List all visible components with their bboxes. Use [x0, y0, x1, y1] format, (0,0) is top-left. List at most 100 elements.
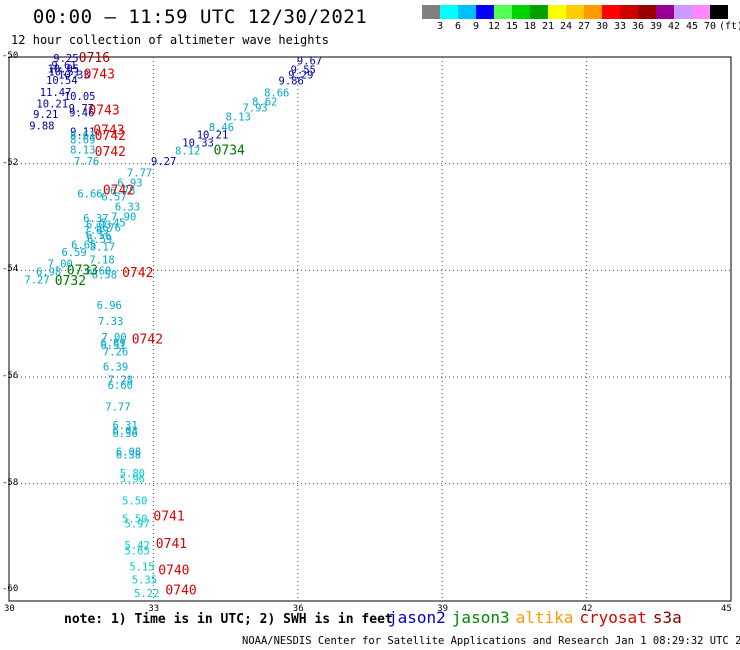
longitude-label: 39 [437, 604, 449, 614]
colorbar-label: 27 [577, 21, 591, 32]
wave-height-value: 6.33 [115, 201, 140, 213]
colorbar-label: 6 [454, 21, 462, 32]
wave-height-value: 8.13 [226, 112, 251, 124]
latitude-label: -56 [2, 371, 19, 381]
wave-height-value: 6.56 [86, 230, 111, 242]
colorbar-swatch [656, 5, 674, 19]
wave-height-value: 8.12 [175, 145, 200, 157]
latitude-label: -54 [2, 264, 19, 275]
observation-time: 0733 [67, 263, 98, 278]
wave-height-value: 6.65 [71, 240, 96, 252]
colorbar-label: 33 [613, 21, 627, 32]
colorbar-swatch [620, 5, 638, 19]
wave-height-value: 6.03 [86, 219, 111, 231]
wave-height-value: 9.67 [297, 56, 322, 68]
colorbar-swatch [638, 5, 656, 19]
observation-time: 0740 [158, 564, 189, 579]
legend-item-cryosat: cryosat [579, 608, 647, 627]
longitude-label: 30 [4, 604, 15, 614]
wave-height-value: 9.77 [69, 103, 94, 115]
wave-height-value: 6.39 [103, 361, 128, 373]
observation-time: 0716 [79, 51, 110, 66]
wave-height-value: 7.00 [48, 258, 73, 270]
wave-height-value: 6.08 [116, 447, 141, 459]
wave-height-value: 5.42 [125, 540, 150, 552]
observation-time: 0742 [122, 266, 153, 281]
colorbar-label: (ft) [719, 21, 740, 32]
wave-height-value: 8.62 [252, 96, 277, 108]
wave-height-value: 7.77 [105, 401, 130, 413]
colorbar-swatch [512, 5, 530, 19]
wave-height-value: 6.78 [110, 185, 135, 197]
wave-height-value: 10.05 [64, 91, 96, 103]
map-title: 00:00 – 11:59 UTC 12/30/2021 [32, 6, 368, 28]
wave-height-value: 8.17 [90, 241, 115, 253]
wave-height-value: 6.93 [117, 177, 142, 189]
wave-height-value: 6.37 [83, 213, 108, 225]
map-subtitle: 12 hour collection of altimeter wave hei… [11, 33, 329, 47]
wave-height-value: 6.03 [112, 425, 137, 437]
colorbar-label: 30 [595, 21, 609, 32]
colorbar-label: 42 [667, 21, 681, 32]
wave-height-value: 9.21 [33, 109, 58, 121]
latitude-label: -60 [2, 584, 19, 595]
colorbar-label: 18 [523, 21, 537, 32]
observation-time: 0742 [132, 333, 163, 348]
wave-height-value: 6.60 [86, 265, 111, 277]
wave-height-value: 6.58 [92, 270, 117, 282]
legend-item-jason2: jason2 [388, 608, 446, 627]
wave-height-value: 10.33 [58, 70, 90, 82]
wave-height-value: 9.55 [291, 64, 316, 76]
wave-height-value: 7.27 [24, 274, 49, 286]
wave-height-value: 7.00 [101, 332, 126, 344]
footer-credit: NOAA/NESDIS Center for Satellite Applica… [242, 635, 740, 647]
colorbar-swatch [458, 5, 476, 19]
latitude-label: -52 [2, 157, 19, 168]
observation-time: 0742 [95, 145, 126, 160]
wave-height-value: 8.66 [264, 88, 289, 100]
colorbar-swatch [440, 5, 458, 19]
observation-time: 0741 [156, 537, 187, 552]
legend-item-jason3: jason3 [451, 608, 510, 627]
wave-height-value: 6.98 [36, 266, 61, 278]
wave-height-value: 6.89 [100, 337, 125, 349]
wave-height-value: 10.51 [48, 66, 80, 78]
wave-height-value: 5.76 [96, 223, 121, 235]
colorbar-swatch [692, 5, 710, 19]
wave-height-value: 6.59 [87, 234, 112, 246]
longitude-label: 36 [292, 604, 304, 614]
colorbar-swatch [530, 5, 548, 19]
colorbar-swatch [422, 5, 440, 19]
colorbar-label: 12 [487, 21, 501, 32]
colorbar-swatch [548, 5, 566, 19]
colorbar-swatch [584, 5, 602, 19]
colorbar-label: 36 [631, 21, 645, 32]
wave-height-value: 5.50 [122, 513, 147, 525]
observation-time: 0734 [214, 143, 245, 158]
wave-height-value: 6.59 [61, 247, 86, 259]
wave-height-value: 5.15 [129, 561, 154, 573]
wave-height-value: 5.96 [120, 473, 145, 485]
observation-time: 0743 [93, 124, 124, 139]
wave-height-colorbar [422, 5, 728, 19]
observation-time: 0743 [84, 68, 115, 83]
wave-height-value: 6.96 [97, 300, 122, 312]
observation-time: 0741 [153, 510, 184, 525]
observation-time: 0742 [103, 183, 134, 198]
wave-height-value: 9.86 [279, 75, 304, 87]
colorbar-label: 21 [541, 21, 555, 32]
colorbar-swatch [602, 5, 620, 19]
wave-height-value: 11.47 [40, 87, 72, 99]
wave-height-value: 9.61 [51, 60, 76, 72]
wave-height-value: 7.69 [84, 225, 109, 237]
wave-height-value: 8.61 [70, 130, 95, 142]
wave-height-value: 6.38 [116, 449, 141, 461]
colorbar-label: 39 [649, 21, 663, 32]
wave-height-value: 6.66 [77, 189, 102, 201]
wave-height-value: 7.76 [74, 156, 99, 168]
latitude-label: -58 [2, 477, 19, 488]
wave-height-value: 7.26 [103, 346, 128, 358]
wave-height-value: 5.45 [100, 217, 125, 229]
wave-height-value: 6.60 [108, 380, 133, 392]
wave-height-value: 6.31 [112, 420, 137, 432]
